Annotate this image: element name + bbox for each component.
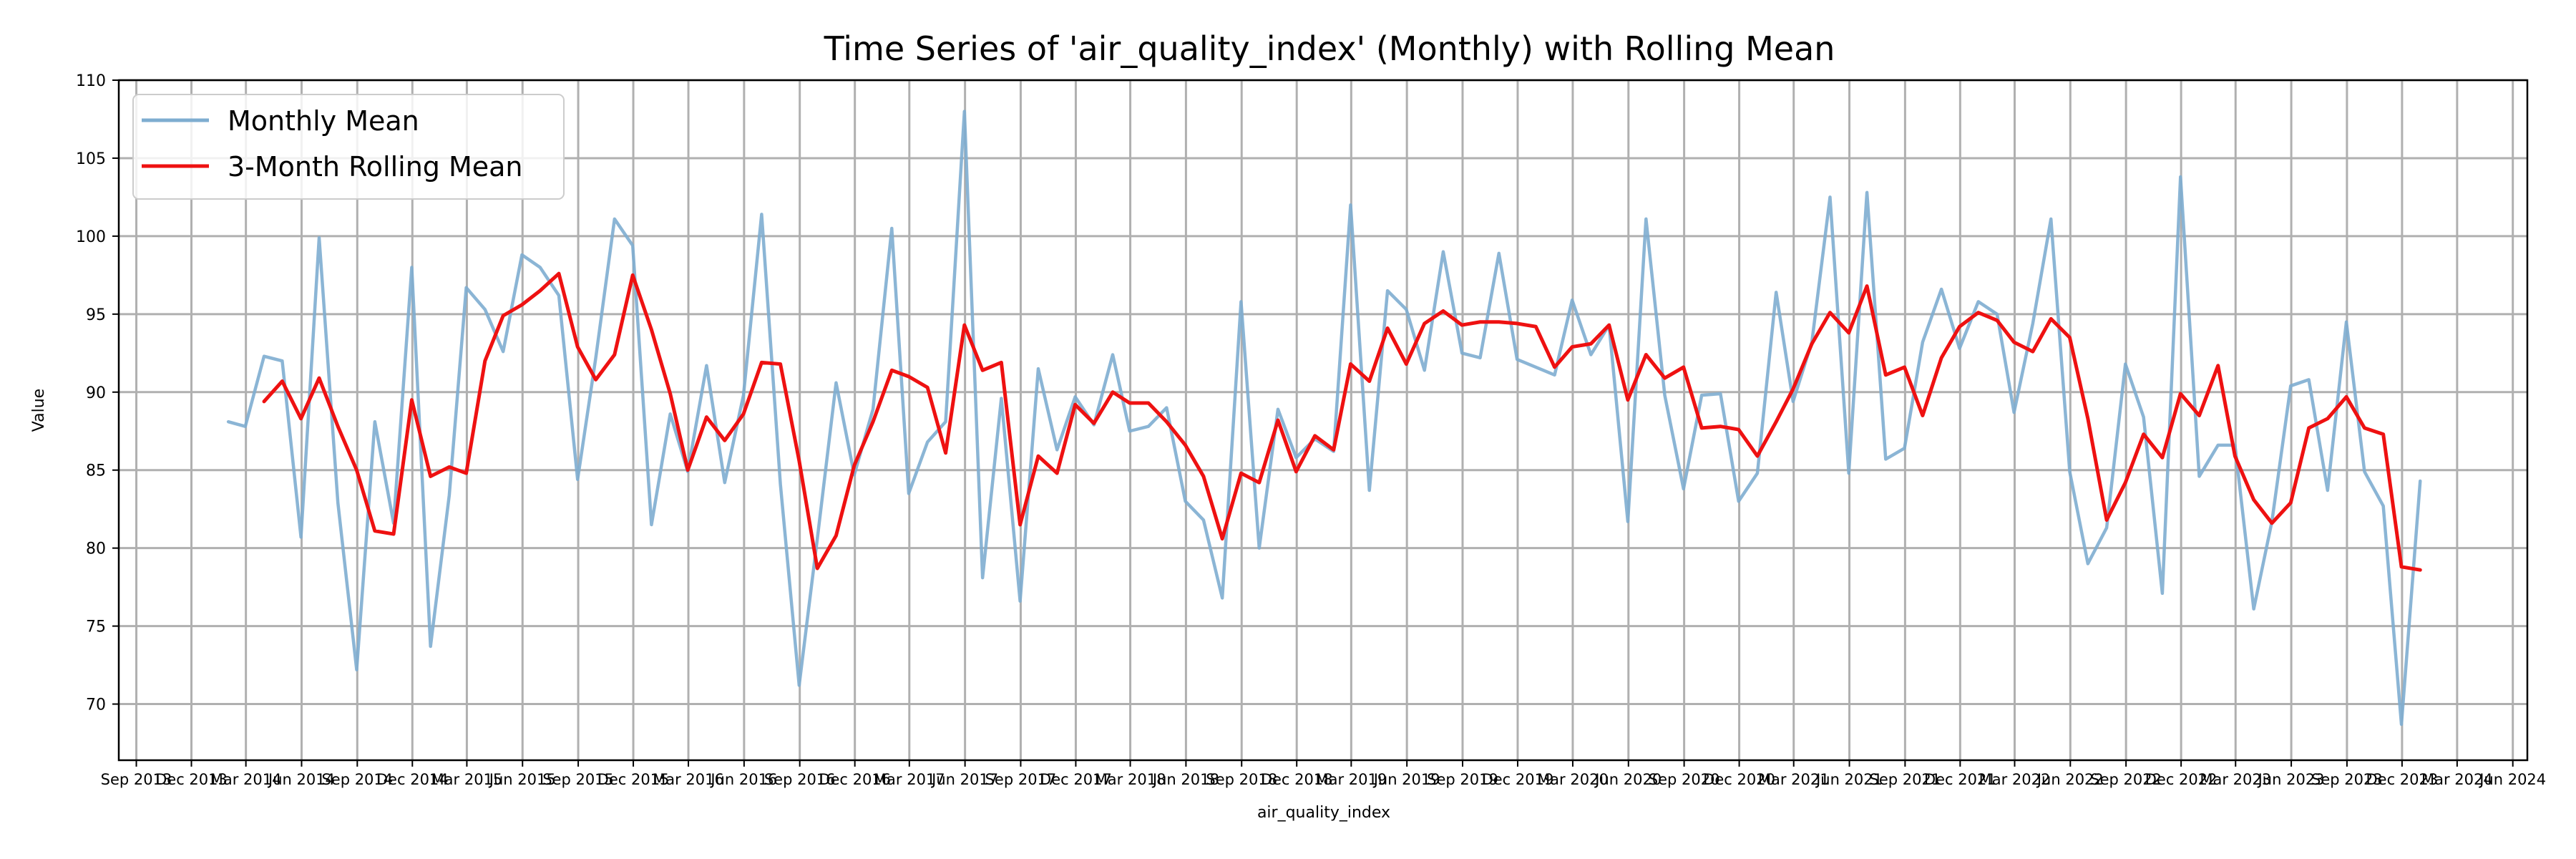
x-tick-label: Mar 2016 [653, 771, 724, 788]
x-tick-label: Mar 2018 [1095, 771, 1166, 788]
x-tick-label: Mar 2021 [1758, 771, 1830, 788]
x-tick-label: Sep 2014 [321, 771, 393, 788]
x-tick-label: Mar 2017 [874, 771, 945, 788]
plot-frame [117, 79, 2529, 762]
y-tick-label: 80 [86, 540, 106, 558]
x-tick-label: Mar 2022 [1979, 771, 2051, 788]
x-tick-label: Jun 2021 [1815, 771, 1883, 788]
axes [112, 79, 2529, 767]
x-tick-label: Sep 2016 [764, 771, 836, 788]
legend: Monthly Mean 3-Month Rolling Mean [132, 94, 565, 200]
x-tick-label: Sep 2013 [101, 771, 172, 788]
x-tick-label: Dec 2016 [819, 771, 891, 788]
x-tick-label: Dec 2018 [1261, 771, 1333, 788]
y-tick-label: 105 [76, 150, 106, 168]
x-tick-label: Dec 2022 [2145, 771, 2218, 788]
series-line-rolling-mean [262, 271, 2422, 572]
x-tick-label: Jun 2022 [2036, 771, 2104, 788]
x-tick-label: Dec 2023 [2366, 771, 2439, 788]
x-tick-label: Sep 2023 [2311, 771, 2383, 788]
x-tick-label: Dec 2017 [1040, 771, 1112, 788]
y-tick-label: 110 [76, 72, 106, 90]
x-tick-label: Mar 2024 [2421, 771, 2493, 788]
x-tick-label: Mar 2020 [1537, 771, 1609, 788]
series [226, 110, 2422, 727]
legend-label-monthly-mean: Monthly Mean [228, 105, 419, 137]
x-tick-label: Mar 2019 [1315, 771, 1387, 788]
y-tick-label: 85 [86, 462, 106, 480]
y-tick-label: 95 [86, 306, 106, 324]
x-tick-label: Sep 2022 [2090, 771, 2162, 788]
x-tick-label: Jun 2017 [930, 771, 998, 788]
x-tick-label: Dec 2013 [155, 771, 228, 788]
x-tick-label: Jun 2015 [488, 771, 556, 788]
x-tick-label: Dec 2014 [376, 771, 449, 788]
series-line-monthly-mean [226, 110, 2422, 727]
x-tick-label: Jun 2018 [1151, 771, 1219, 788]
x-tick-label: Mar 2014 [210, 771, 282, 788]
x-tick-label: Dec 2020 [1703, 771, 1775, 788]
x-tick-label: Jun 2019 [1372, 771, 1440, 788]
legend-label-rolling-mean: 3-Month Rolling Mean [228, 151, 523, 183]
y-tick-label: 100 [76, 228, 106, 246]
y-axis-label: Value [30, 389, 48, 432]
x-tick-label: Sep 2017 [985, 771, 1057, 788]
x-tick-label: Dec 2021 [1924, 771, 1996, 788]
x-tick-label: Jun 2024 [2478, 771, 2546, 788]
x-tick-label: Sep 2018 [1206, 771, 1277, 788]
x-tick-label: Jun 2023 [2257, 771, 2325, 788]
y-tick-label: 70 [86, 697, 106, 714]
x-tick-label: Jun 2016 [709, 771, 777, 788]
x-tick-label: Sep 2019 [1427, 771, 1498, 788]
chart-title: Time Series of 'air_quality_index' (Mont… [824, 29, 1835, 68]
x-tick-label: Sep 2015 [542, 771, 614, 788]
x-tick-label: Jun 2014 [267, 771, 335, 788]
y-tick-label: 75 [86, 618, 106, 636]
x-tick-label: Jun 2020 [1594, 771, 1662, 788]
x-axis-label: air_quality_index [1257, 804, 1390, 822]
y-tick-label: 90 [86, 384, 106, 402]
legend-box [132, 94, 565, 200]
x-tick-label: Sep 2021 [1870, 771, 1941, 788]
x-tick-label: Mar 2023 [2200, 771, 2271, 788]
x-tick-label: Dec 2019 [1482, 771, 1554, 788]
x-tick-label: Mar 2015 [431, 771, 503, 788]
x-tick-label: Dec 2015 [597, 771, 670, 788]
x-tick-label: Sep 2020 [1649, 771, 1720, 788]
